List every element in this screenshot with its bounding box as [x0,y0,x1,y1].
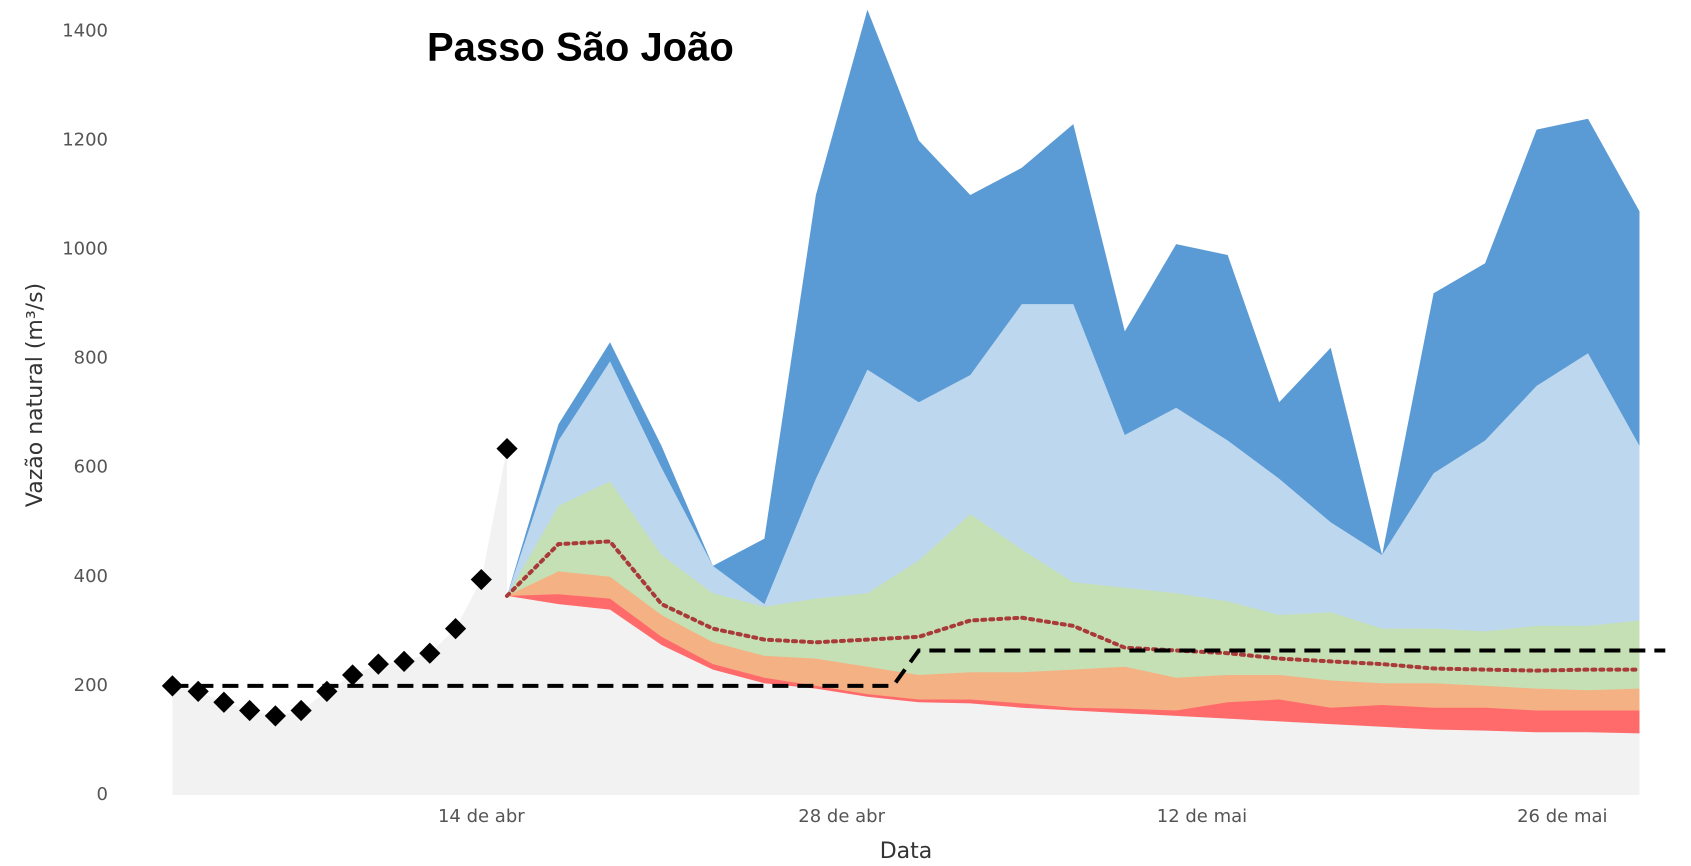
observed-point [496,438,518,460]
x-tick-label: 28 de abr [798,806,885,827]
observed-point [342,664,364,686]
threshold-line [172,648,1666,688]
observed-point [419,642,441,664]
x-tick-label: 14 de abr [438,806,525,827]
y-tick-label: 400 [74,566,108,587]
observed-point [367,653,389,675]
observed-point [213,691,235,713]
y-tick-label: 1000 [62,239,108,260]
y-tick-label: 600 [74,457,108,478]
x-tick-label: 26 de mai [1517,806,1607,827]
x-tick-label: 12 de mai [1157,806,1247,827]
area [507,595,1640,795]
observed-point [264,705,286,727]
observed-point [316,680,338,702]
x-axis-label: Data [880,839,933,864]
y-axis-label: Vazão natural (m³/s) [23,283,48,507]
y-tick-label: 1400 [62,20,108,41]
area [172,448,507,795]
y-tick-label: 800 [74,348,108,369]
y-tick-label: 0 [97,784,108,805]
observed-point [290,699,312,722]
y-tick-label: 1200 [62,129,108,150]
observed-point [187,680,209,702]
observed-point [239,699,261,722]
observed-point [470,568,492,591]
observed-point [393,650,415,672]
chart-title: Passo São João [427,26,734,70]
mean-line [505,539,1642,673]
y-tick-label: 200 [74,675,108,696]
observed-point [161,675,184,697]
observed-point [444,618,467,640]
